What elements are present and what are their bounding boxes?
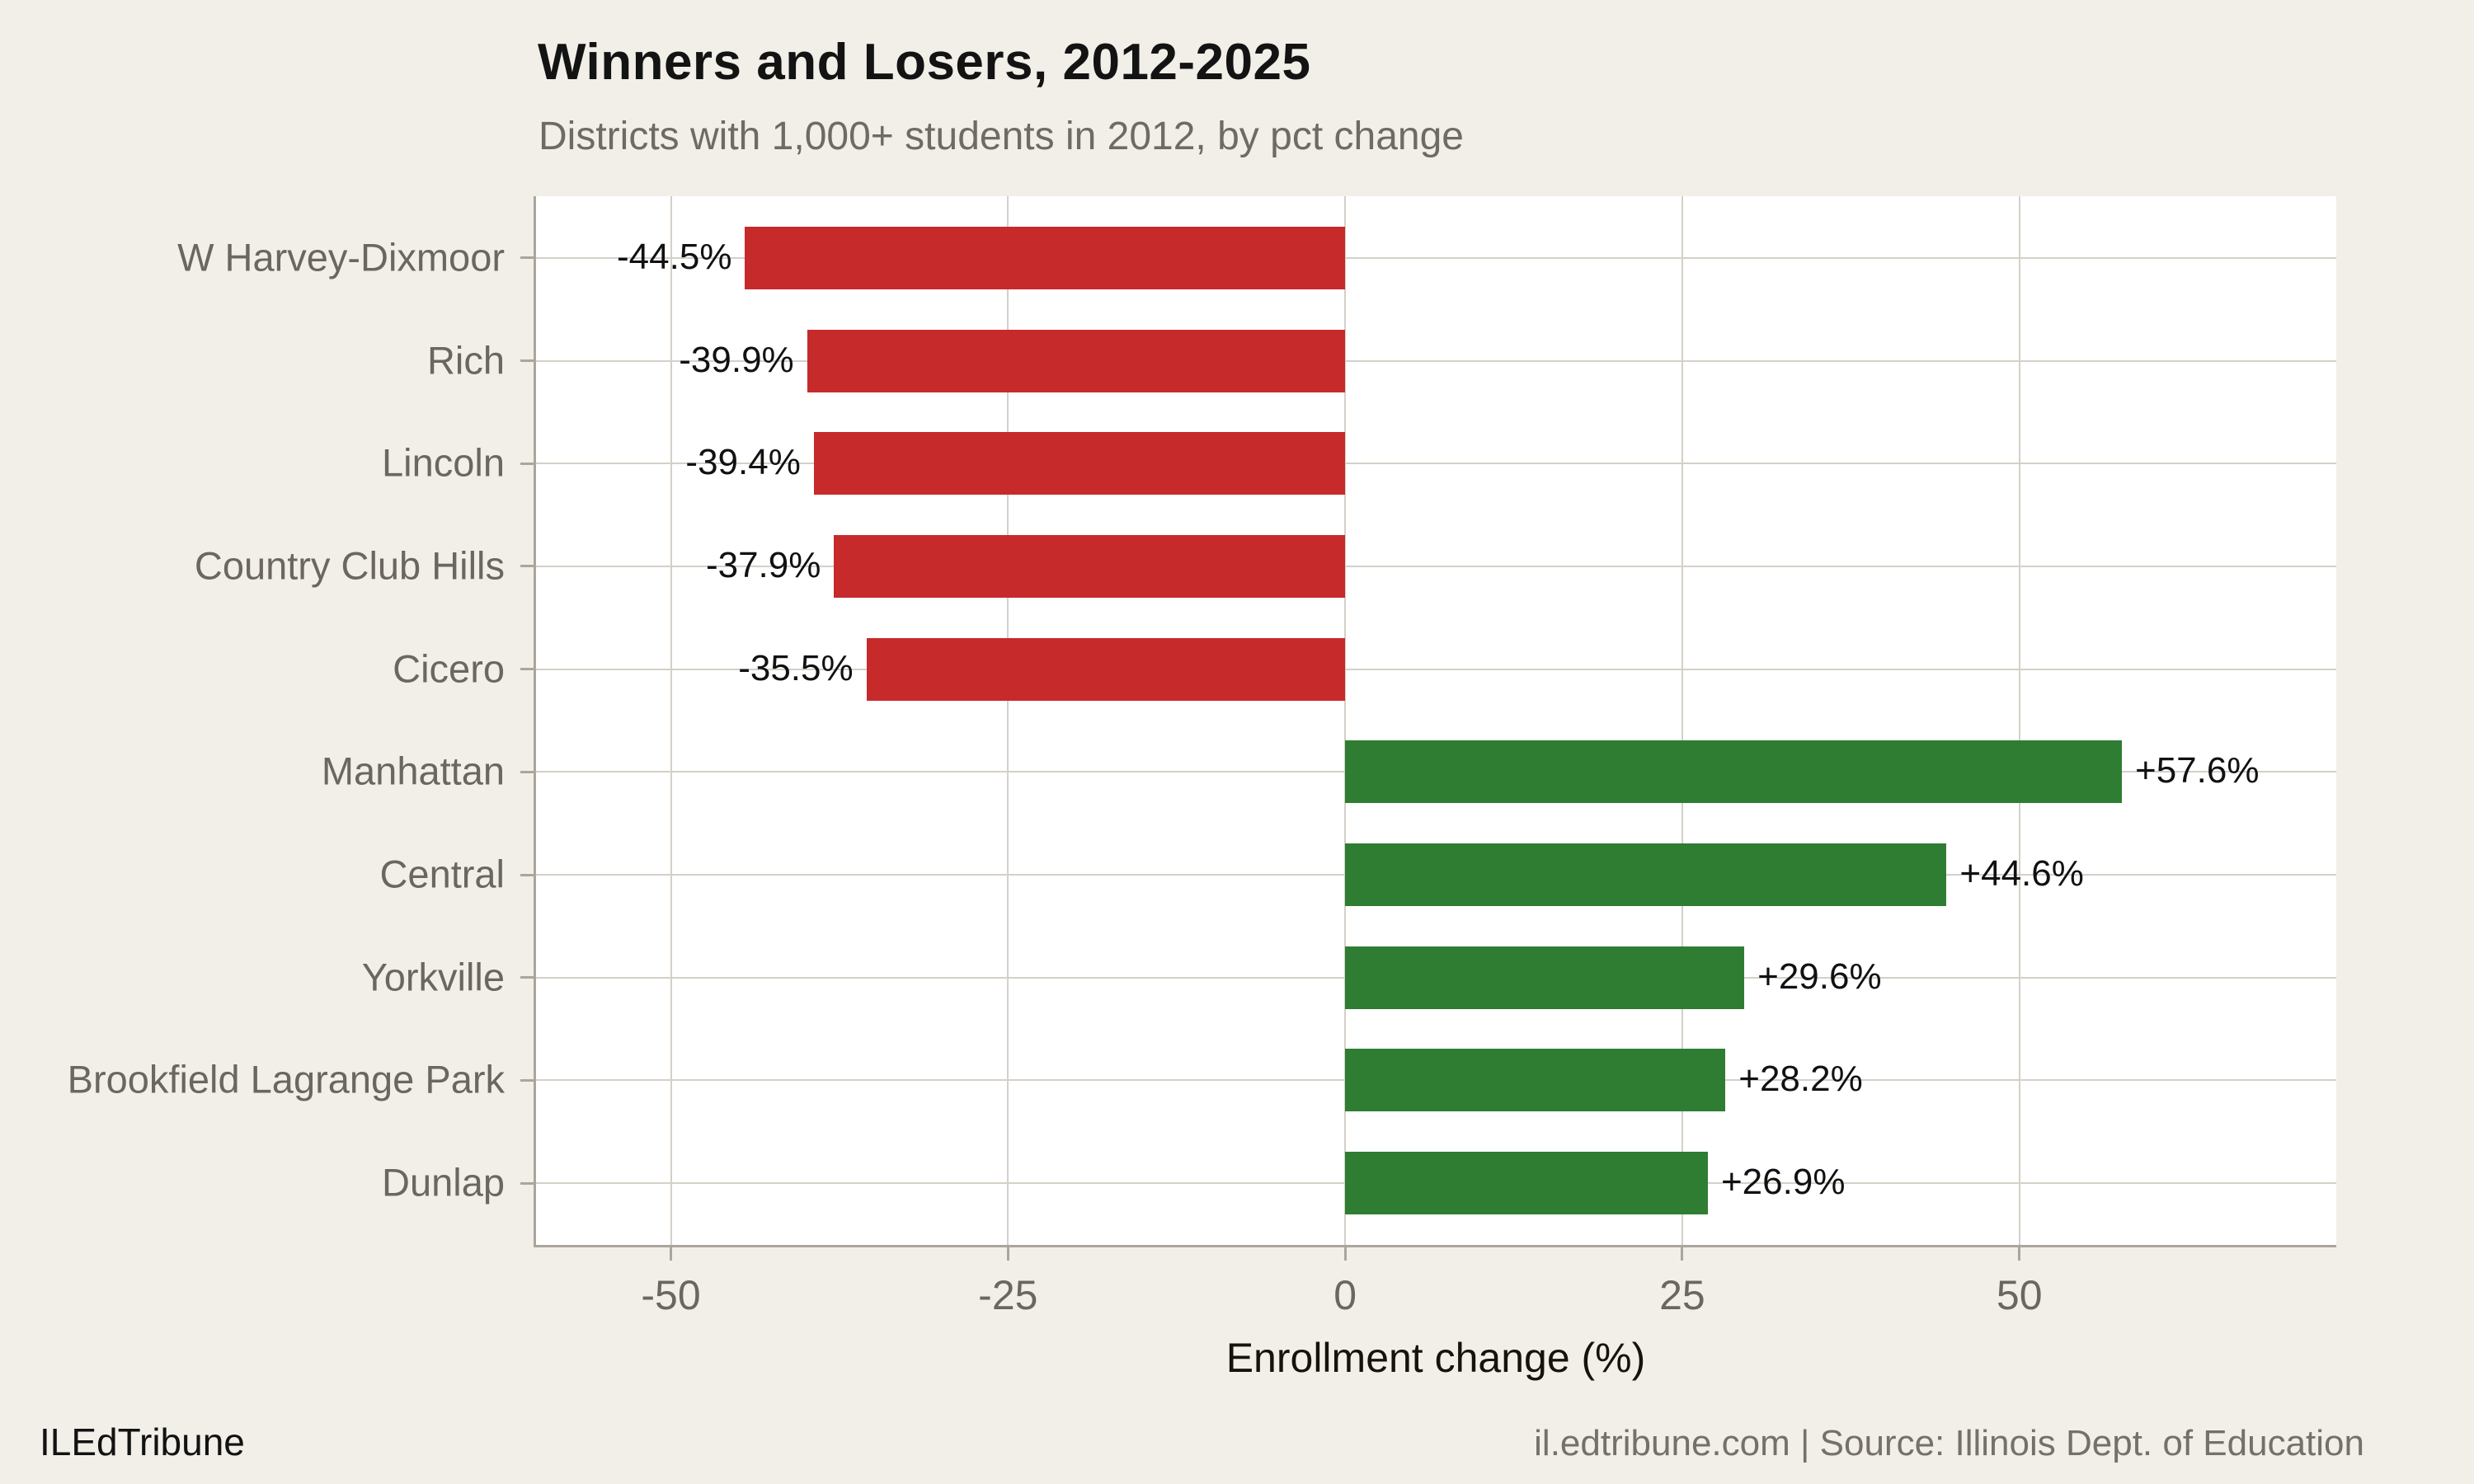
bar-value-label: -37.9% [705, 544, 821, 585]
brand-logo-text: ILEdTribune [40, 1421, 245, 1463]
category-label: Cicero [393, 646, 505, 691]
category-label: Country Club Hills [194, 543, 505, 588]
x-tick-mark [1343, 1247, 1347, 1261]
y-tick-mark [520, 462, 534, 465]
gridline-x [1007, 196, 1009, 1245]
bar-value-label: -44.5% [617, 236, 732, 277]
bar-value-label: +29.6% [1757, 956, 1882, 997]
y-axis-line [534, 196, 536, 1247]
bar-value-label: +28.2% [1738, 1059, 1863, 1100]
gridline-x [1681, 196, 1683, 1245]
bar-value-label: +26.9% [1720, 1162, 1846, 1203]
category-label: Dunlap [382, 1160, 505, 1205]
bar-lincoln [813, 432, 1346, 495]
y-tick-mark [520, 1181, 534, 1185]
gridline-y [536, 668, 2336, 670]
bar-cicero [866, 637, 1346, 701]
gridline-y [536, 359, 2336, 362]
x-tick-label: -25 [978, 1272, 1038, 1318]
gridline-x [1344, 196, 1347, 1245]
x-tick-label: -50 [641, 1272, 701, 1318]
x-tick-label: 25 [1659, 1272, 1705, 1318]
chart-title: Winners and Losers, 2012-2025 [538, 34, 1311, 91]
gridline-x [2018, 196, 2020, 1245]
bar-manhattan [1345, 740, 2122, 804]
y-tick-mark [520, 873, 534, 876]
y-tick-mark [520, 256, 534, 260]
bar-country-club-hills [834, 534, 1346, 598]
y-tick-mark [520, 976, 534, 979]
gridline-y [536, 256, 2336, 259]
x-tick-mark [2018, 1247, 2021, 1261]
y-tick-mark [520, 668, 534, 671]
bar-rich [807, 329, 1346, 392]
gridline-y [536, 565, 2336, 567]
y-tick-mark [520, 565, 534, 568]
bar-w-harvey-dixmoor [745, 226, 1346, 289]
bar-value-label: +44.6% [1959, 853, 2084, 895]
x-tick-label: 0 [1333, 1272, 1357, 1318]
x-axis-line [534, 1245, 2336, 1247]
y-tick-mark [520, 770, 534, 773]
category-label: Brookfield Lagrange Park [67, 1057, 505, 1101]
category-label: Rich [426, 337, 505, 382]
x-tick-mark [670, 1247, 673, 1261]
x-tick-label: 50 [1996, 1272, 2043, 1318]
y-tick-mark [520, 359, 534, 363]
gridline-y [536, 463, 2336, 465]
x-tick-mark [1006, 1247, 1009, 1261]
chart-subtitle: Districts with 1,000+ students in 2012, … [539, 115, 1464, 158]
category-label: Manhattan [321, 749, 505, 793]
bar-brookfield-lagrange-park [1345, 1049, 1726, 1112]
x-tick-mark [1681, 1247, 1684, 1261]
bar-value-label: +57.6% [2135, 750, 2260, 791]
category-label: Lincoln [382, 440, 505, 485]
bar-value-label: -39.4% [685, 442, 801, 483]
bar-yorkville [1345, 946, 1745, 1009]
category-label: Yorkville [361, 955, 505, 999]
bar-dunlap [1345, 1152, 1708, 1215]
bar-value-label: -39.9% [679, 339, 794, 380]
gridline-x [670, 196, 672, 1245]
bar-value-label: -35.5% [738, 647, 854, 688]
x-axis-title: Enrollment change (%) [1225, 1335, 1646, 1381]
category-label: Central [379, 852, 505, 896]
source-attribution: il.edtribune.com | Source: Illinois Dept… [1534, 1423, 2364, 1463]
bar-central [1345, 843, 1947, 907]
y-tick-mark [520, 1078, 534, 1082]
category-label: W Harvey-Dixmoor [177, 235, 505, 279]
